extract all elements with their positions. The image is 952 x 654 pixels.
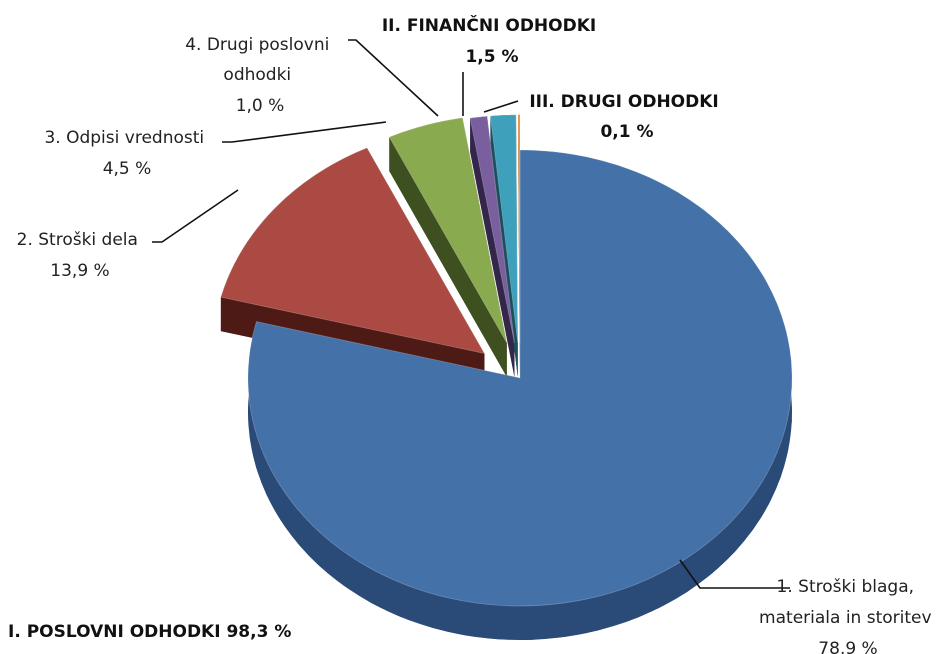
slice-1 — [247, 149, 793, 607]
slice-wall-6-1 — [518, 114, 520, 377]
leader-line-1 — [679, 559, 790, 589]
slice-5 — [489, 114, 519, 343]
slice-3 — [388, 117, 508, 344]
slice-6 — [517, 114, 521, 343]
leader-line-6 — [483, 100, 519, 113]
slice-2 — [220, 147, 486, 355]
label-slice-4: 4. Drugi poslovni odhodki 1,0 % — [185, 35, 335, 116]
label-slice-2: 2. Stroški dela 13,9 % — [17, 230, 144, 281]
slice-wall-4-1 — [470, 118, 515, 378]
leader-line-2 — [152, 189, 239, 243]
label-slice-6: III. DRUGI ODHODKI 0,1 % — [529, 92, 724, 142]
leader-line-3 — [222, 121, 387, 143]
label-slice-1: 1. Stroški blaga, materiala in storitev … — [759, 577, 937, 654]
label-slice-3: 3. Odpisi vrednosti 4,5 % — [44, 128, 209, 179]
group-total-label: I. POSLOVNI ODHODKI 98,3 % — [8, 622, 291, 642]
slice-wall-3-1 — [389, 137, 507, 377]
slice-4 — [469, 115, 515, 344]
leader-line-4 — [348, 39, 439, 117]
slice-wall-5-1 — [490, 115, 518, 377]
label-slice-5: II. FINANČNI ODHODKI 1,5 % — [382, 14, 602, 67]
